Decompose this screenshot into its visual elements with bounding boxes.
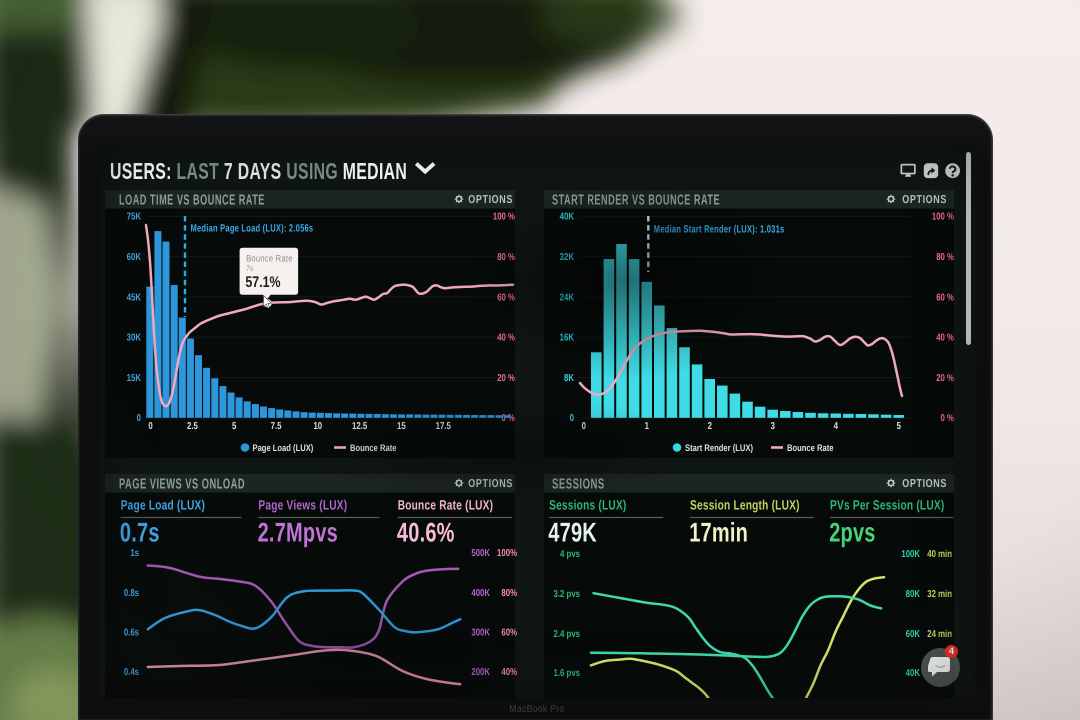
svg-text:10: 10 xyxy=(313,421,322,432)
svg-text:0.4s: 0.4s xyxy=(124,667,140,678)
svg-text:2: 2 xyxy=(708,421,713,432)
svg-text:Start Render (LUX): Start Render (LUX) xyxy=(685,443,753,454)
svg-text:Bounce Rate: Bounce Rate xyxy=(787,443,833,454)
svg-text:8K: 8K xyxy=(564,373,575,384)
svg-text:PVs Per Session (LUX): PVs Per Session (LUX) xyxy=(830,498,944,513)
svg-text:0 %: 0 % xyxy=(502,413,515,424)
svg-text:2.5: 2.5 xyxy=(187,421,198,432)
svg-text:LOAD TIME VS BOUNCE RATE: LOAD TIME VS BOUNCE RATE xyxy=(119,193,265,209)
svg-text:40%: 40% xyxy=(501,667,517,678)
svg-text:2.4 pvs: 2.4 pvs xyxy=(554,629,581,640)
svg-text:17min: 17min xyxy=(689,518,748,548)
svg-text:80 %: 80 % xyxy=(936,252,954,263)
svg-text:1: 1 xyxy=(645,421,650,432)
svg-text:60 %: 60 % xyxy=(497,292,515,303)
svg-text:40.6%: 40.6% xyxy=(397,518,455,548)
svg-text:24 min: 24 min xyxy=(927,629,952,640)
svg-text:32 min: 32 min xyxy=(927,589,952,600)
svg-text:17.5: 17.5 xyxy=(436,421,452,432)
svg-text:80 %: 80 % xyxy=(497,252,515,263)
svg-text:45K: 45K xyxy=(127,292,142,303)
svg-text:60%: 60% xyxy=(501,627,517,638)
svg-text:30K: 30K xyxy=(127,333,142,344)
svg-text:Median Page Load (LUX): 2.056s: Median Page Load (LUX): 2.056s xyxy=(191,223,314,235)
svg-text:1s: 1s xyxy=(130,548,139,559)
svg-text:SESSIONS: SESSIONS xyxy=(552,477,605,493)
svg-text:0: 0 xyxy=(570,413,575,424)
svg-text:Bounce Rate: Bounce Rate xyxy=(350,443,396,454)
svg-text:20 %: 20 % xyxy=(497,373,515,384)
svg-text:2pvs: 2pvs xyxy=(829,518,875,548)
svg-text:0: 0 xyxy=(137,413,142,424)
svg-text:Page Load (LUX): Page Load (LUX) xyxy=(121,498,205,513)
svg-text:500K: 500K xyxy=(471,548,490,559)
svg-text:0.6s: 0.6s xyxy=(124,627,140,638)
svg-text:0.8s: 0.8s xyxy=(124,588,140,599)
svg-text:300K: 300K xyxy=(471,627,490,638)
svg-text:START RENDER VS BOUNCE RATE: START RENDER VS BOUNCE RATE xyxy=(552,193,720,209)
svg-text:0: 0 xyxy=(582,421,587,432)
svg-text:OPTIONS: OPTIONS xyxy=(902,194,947,206)
svg-text:60K: 60K xyxy=(127,252,142,263)
svg-text:40K: 40K xyxy=(906,668,921,679)
svg-text:12.5: 12.5 xyxy=(352,421,368,432)
svg-text:100%: 100% xyxy=(497,548,517,559)
svg-text:40 %: 40 % xyxy=(497,333,515,344)
svg-text:400K: 400K xyxy=(471,588,490,599)
svg-text:7.5: 7.5 xyxy=(271,421,282,432)
svg-text:4 pvs: 4 pvs xyxy=(560,549,580,560)
svg-text:100K: 100K xyxy=(901,549,920,560)
svg-text:3.2 pvs: 3.2 pvs xyxy=(554,589,581,600)
svg-text:0 %: 0 % xyxy=(941,413,954,424)
svg-text:24K: 24K xyxy=(560,292,575,303)
svg-text:80K: 80K xyxy=(906,589,921,600)
svg-text:57.1%: 57.1% xyxy=(245,274,280,291)
svg-text:60 %: 60 % xyxy=(936,292,954,303)
svg-text:75K: 75K xyxy=(127,212,142,223)
svg-text:15: 15 xyxy=(397,421,406,432)
svg-text:Page Views (LUX): Page Views (LUX) xyxy=(258,498,347,513)
svg-text:Session Length (LUX): Session Length (LUX) xyxy=(690,498,800,513)
svg-text:100 %: 100 % xyxy=(932,212,954,223)
svg-text:40 %: 40 % xyxy=(936,333,954,344)
svg-text:15K: 15K xyxy=(127,373,142,384)
svg-text:Bounce Rate (LUX): Bounce Rate (LUX) xyxy=(398,498,494,513)
svg-text:0: 0 xyxy=(148,421,153,432)
svg-text:5: 5 xyxy=(897,421,902,432)
svg-text:16K: 16K xyxy=(560,333,575,344)
svg-text:2.7Mpvs: 2.7Mpvs xyxy=(258,518,338,548)
svg-text:3: 3 xyxy=(771,421,776,432)
svg-text:32K: 32K xyxy=(560,252,575,263)
svg-text:60K: 60K xyxy=(906,629,921,640)
svg-text:OPTIONS: OPTIONS xyxy=(468,194,513,206)
svg-text:Page Load (LUX): Page Load (LUX) xyxy=(253,443,314,454)
svg-text:40 min: 40 min xyxy=(927,549,952,560)
svg-text:100 %: 100 % xyxy=(493,212,515,223)
svg-text:1.6 pvs: 1.6 pvs xyxy=(554,668,581,679)
svg-text:Median Start Render (LUX): 1.0: Median Start Render (LUX): 1.031s xyxy=(654,224,785,236)
svg-text:OPTIONS: OPTIONS xyxy=(902,478,947,490)
svg-text:7s: 7s xyxy=(246,263,253,273)
svg-text:479K: 479K xyxy=(548,518,597,548)
svg-text:OPTIONS: OPTIONS xyxy=(468,478,513,490)
svg-text:PAGE VIEWS VS ONLOAD: PAGE VIEWS VS ONLOAD xyxy=(119,477,245,493)
svg-text:Sessions (LUX): Sessions (LUX) xyxy=(549,498,626,513)
svg-text:5: 5 xyxy=(232,421,237,432)
svg-text:20 %: 20 % xyxy=(936,373,954,384)
svg-text:80%: 80% xyxy=(501,588,517,599)
svg-text:200K: 200K xyxy=(471,667,490,678)
svg-text:40K: 40K xyxy=(560,212,575,223)
svg-text:0.7s: 0.7s xyxy=(120,518,160,548)
svg-text:4: 4 xyxy=(834,421,839,432)
